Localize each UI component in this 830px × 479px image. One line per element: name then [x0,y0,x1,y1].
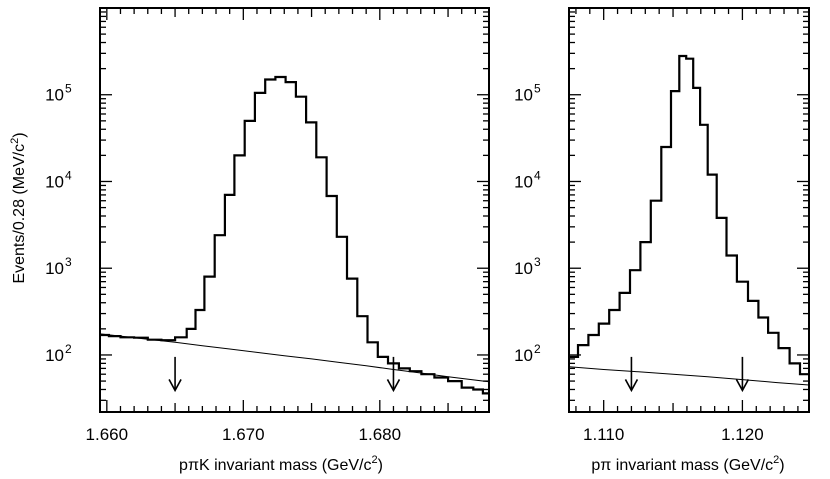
x-axis-label-right-close: ) [779,457,784,474]
x-tick-label: 1.680 [359,425,402,444]
x-axis-label-left-sup: 2 [371,454,377,466]
y-tick-label-base: 10 [45,172,64,191]
y-tick-label-base: 10 [514,86,533,105]
background-fit-curve [569,366,809,386]
y-tick-label: 10 [45,172,64,191]
x-axis-label-left-close: ) [378,457,383,474]
x-axis-label-left-main: pπK invariant mass (GeV/c [179,457,371,474]
x-tick-label: 1.110 [583,425,624,444]
y-tick-label-base: 10 [45,259,64,278]
y-tick-label-base: 10 [514,346,533,365]
y-tick-label: 10 [45,259,64,278]
x-axis-label-left: pπK invariant mass (GeV/c2) [179,454,383,474]
series-group [569,54,809,386]
x-tick-label: 1.670 [222,425,265,444]
y-tick-label-exponent: 2 [65,342,72,356]
y-tick-label-exponent: 5 [65,82,72,96]
x-tick-label: 1.660 [86,425,129,444]
plot-frame [568,7,810,413]
plot-frame [99,7,490,413]
y-axis-label: Events/0.28 (MeV/c2) [9,132,28,283]
y-tick-label-exponent: 3 [534,255,541,269]
data-histogram [569,54,809,376]
y-tick-label-exponent: 4 [534,168,541,182]
series-group [100,75,489,395]
signal-window-arrowhead [624,379,639,393]
y-tick-label: 10 [45,346,64,365]
y-tick-label-base: 10 [514,172,533,191]
y-tick-label-base: 10 [514,259,533,278]
x-tick-label: 1.120 [721,425,764,444]
y-tick-label: 10 [45,86,64,105]
y-tick-label: 10 [514,259,533,278]
y-tick-label: 10 [514,346,533,365]
y-tick-label-base: 10 [45,86,64,105]
signal-window-arrowhead [735,379,750,393]
y-tick-label-exponent: 4 [65,168,72,182]
x-axis-label-right-main: pπ invariant mass (GeV/c [591,457,773,474]
background-fit-curve [100,333,489,383]
x-axis-label-right-sup: 2 [773,454,779,466]
signal-window-arrowhead [168,379,182,393]
y-axis-label-close: ) [11,132,28,137]
y-tick-label: 10 [514,86,533,105]
signal-window-arrowhead [386,379,401,393]
y-tick-label-base: 10 [45,346,64,365]
y-tick-label: 10 [514,172,533,191]
y-tick-label-exponent: 2 [534,342,541,356]
y-tick-label-exponent: 5 [534,82,541,96]
y-axis-label-sup: 2 [9,138,21,144]
data-histogram [100,75,489,395]
y-tick-label-exponent: 3 [65,255,72,269]
x-axis-label-right: pπ invariant mass (GeV/c2) [591,454,784,474]
y-axis-label-main: Events/0.28 (MeV/c [11,144,28,284]
